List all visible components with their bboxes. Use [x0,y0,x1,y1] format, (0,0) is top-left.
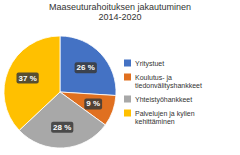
data-label-group: 26 % [75,62,97,73]
data-labels: 26 % 9 % 28 % 37 % [17,62,103,132]
data-label: 37 % [19,73,37,82]
data-label-box [17,72,39,83]
pie [4,36,116,148]
legend-swatch [124,60,131,67]
legend-item: Palvelujen ja kylienkehittäminen [124,110,195,125]
data-label-group: 37 % [17,72,39,83]
data-label-group: 9 % [84,98,102,109]
data-label-box [51,122,73,133]
legend-swatch [124,110,131,117]
legend-label: Palvelujen ja kylienkehittäminen [135,110,195,125]
data-label: 9 % [86,99,100,108]
data-label-box [84,98,102,109]
legend-item: Yritystuet [124,60,164,68]
slice [4,36,60,130]
legend-swatch [124,74,131,81]
slice [60,36,116,96]
legend-swatch [124,96,131,103]
chart: Maaseuturahoituksen jakautuminen2014-202… [0,0,240,155]
title: Maaseuturahoituksen jakautuminen2014-202… [49,2,191,22]
legend-label: Koulutus- jatiedonvälityshankkeet [135,74,202,90]
legend-item: Koulutus- jatiedonvälityshankkeet [124,74,202,90]
data-label-box [75,62,97,73]
data-label: 26 % [77,63,95,72]
legend-label: Yritystuet [135,60,164,68]
legend: Yritystuet Koulutus- jatiedonvälityshankk… [124,60,202,125]
legend-label: Yhteistyöhankkeet [135,96,192,104]
legend-item: Yhteistyöhankkeet [124,96,192,104]
data-label: 28 % [53,123,71,132]
data-label-group: 28 % [51,122,73,133]
